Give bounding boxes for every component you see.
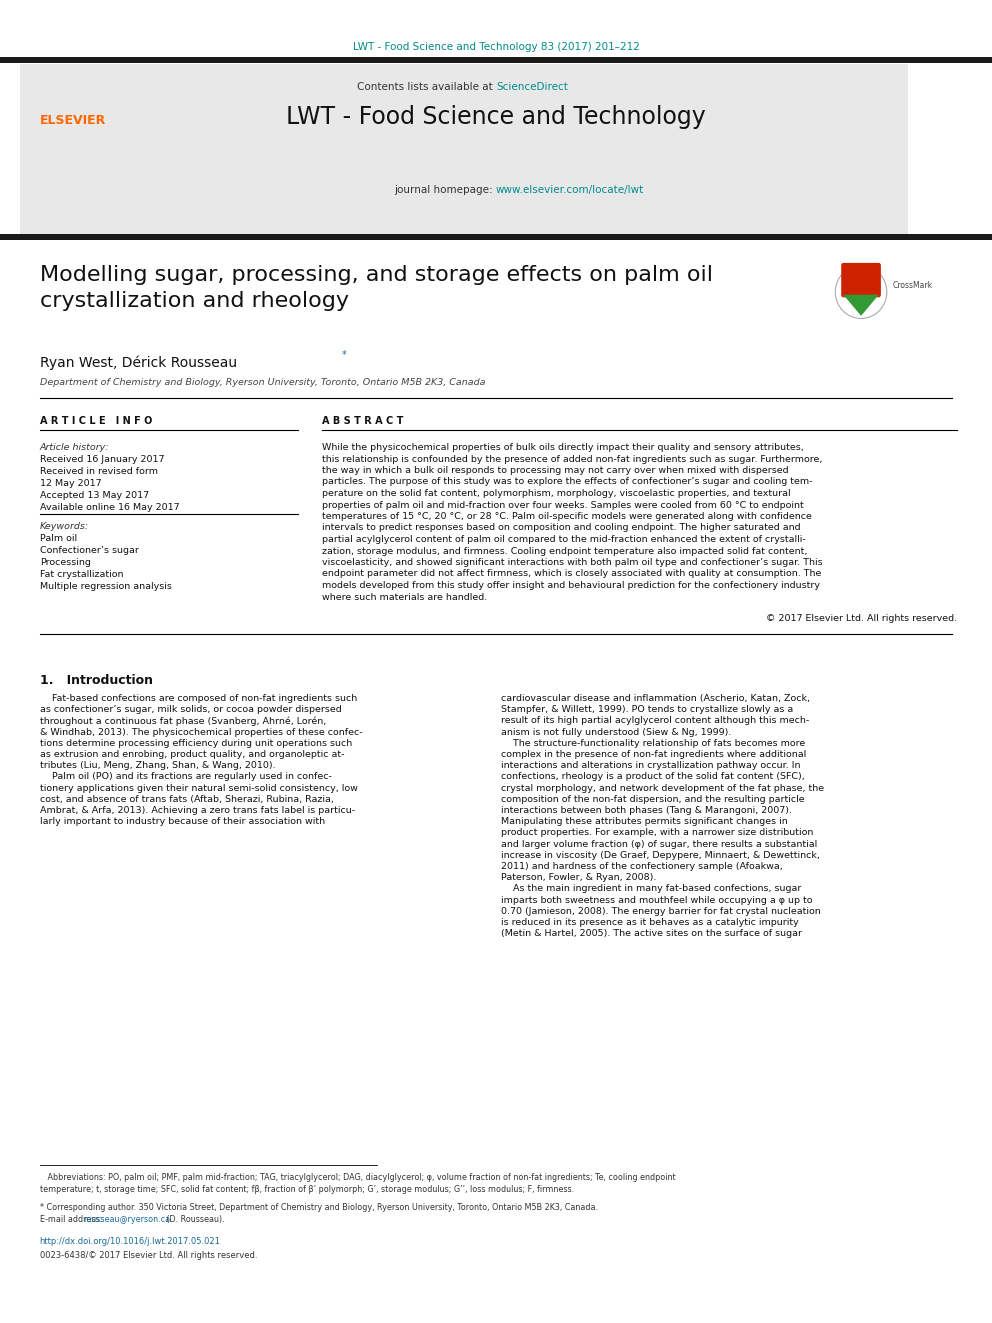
Text: properties of palm oil and mid-fraction over four weeks. Samples were cooled fro: properties of palm oil and mid-fraction … bbox=[322, 500, 805, 509]
Text: Received 16 January 2017: Received 16 January 2017 bbox=[40, 455, 165, 464]
Text: Stampfer, & Willett, 1999). PO tends to crystallize slowly as a: Stampfer, & Willett, 1999). PO tends to … bbox=[501, 705, 794, 714]
Text: interactions between both phases (Tang & Marangoni, 2007).: interactions between both phases (Tang &… bbox=[501, 806, 792, 815]
Text: Ambrat, & Arfa, 2013). Achieving a zero trans fats label is particu-: Ambrat, & Arfa, 2013). Achieving a zero … bbox=[40, 806, 355, 815]
Text: ELSEVIER: ELSEVIER bbox=[40, 114, 106, 127]
Text: © 2017 Elsevier Ltd. All rights reserved.: © 2017 Elsevier Ltd. All rights reserved… bbox=[766, 614, 957, 623]
Text: LWT - Food Science and Technology: LWT - Food Science and Technology bbox=[286, 105, 706, 130]
Text: rousseau@ryerson.ca: rousseau@ryerson.ca bbox=[83, 1215, 171, 1224]
Text: Manipulating these attributes permits significant changes in: Manipulating these attributes permits si… bbox=[501, 818, 788, 826]
Text: tributes (Liu, Meng, Zhang, Shan, & Wang, 2010).: tributes (Liu, Meng, Zhang, Shan, & Wang… bbox=[40, 761, 276, 770]
Text: Available online 16 May 2017: Available online 16 May 2017 bbox=[40, 503, 180, 512]
Text: Processing: Processing bbox=[40, 558, 90, 568]
Text: where such materials are handled.: where such materials are handled. bbox=[322, 593, 488, 602]
Text: models developed from this study offer insight and behavioural prediction for th: models developed from this study offer i… bbox=[322, 581, 820, 590]
Text: As the main ingredient in many fat-based confections, sugar: As the main ingredient in many fat-based… bbox=[501, 884, 802, 893]
Text: While the physicochemical properties of bulk oils directly impact their quality : While the physicochemical properties of … bbox=[322, 443, 805, 452]
Text: particles. The purpose of this study was to explore the effects of confectioner’: particles. The purpose of this study was… bbox=[322, 478, 812, 487]
Text: perature on the solid fat content, polymorphism, morphology, viscoelastic proper: perature on the solid fat content, polym… bbox=[322, 490, 791, 497]
Text: cardiovascular disease and inflammation (Ascherio, Katan, Zock,: cardiovascular disease and inflammation … bbox=[501, 695, 809, 703]
Text: larly important to industry because of their association with: larly important to industry because of t… bbox=[40, 818, 324, 826]
Text: Multiple regression analysis: Multiple regression analysis bbox=[40, 582, 172, 591]
Text: Article history:: Article history: bbox=[40, 443, 109, 452]
Text: is reduced in its presence as it behaves as a catalytic impurity: is reduced in its presence as it behaves… bbox=[501, 918, 799, 927]
Text: confections, rheology is a product of the solid fat content (SFC),: confections, rheology is a product of th… bbox=[501, 773, 805, 782]
Text: complex in the presence of non-fat ingredients where additional: complex in the presence of non-fat ingre… bbox=[501, 750, 806, 759]
Text: 2011) and hardness of the confectionery sample (Afoakwa,: 2011) and hardness of the confectionery … bbox=[501, 863, 783, 871]
Text: temperatures of 15 °C, 20 °C, or 28 °C. Palm oil-specific models were generated : temperatures of 15 °C, 20 °C, or 28 °C. … bbox=[322, 512, 812, 521]
Polygon shape bbox=[843, 295, 879, 316]
Text: Paterson, Fowler, & Ryan, 2008).: Paterson, Fowler, & Ryan, 2008). bbox=[501, 873, 657, 882]
Text: Abbreviations: PO, palm oil; PMF, palm mid-fraction; TAG, triacylglycerol; DAG, : Abbreviations: PO, palm oil; PMF, palm m… bbox=[40, 1174, 676, 1195]
Text: Keywords:: Keywords: bbox=[40, 523, 89, 531]
Text: throughout a continuous fat phase (Svanberg, Ahrné, Lorén,: throughout a continuous fat phase (Svanb… bbox=[40, 716, 326, 726]
Text: imparts both sweetness and mouthfeel while occupying a φ up to: imparts both sweetness and mouthfeel whi… bbox=[501, 896, 812, 905]
Text: ScienceDirect: ScienceDirect bbox=[496, 82, 567, 93]
Text: anism is not fully understood (Siew & Ng, 1999).: anism is not fully understood (Siew & Ng… bbox=[501, 728, 731, 737]
Text: viscoelasticity, and showed significant interactions with both palm oil type and: viscoelasticity, and showed significant … bbox=[322, 558, 823, 568]
Text: CrossMark: CrossMark bbox=[893, 280, 932, 290]
Text: Accepted 13 May 2017: Accepted 13 May 2017 bbox=[40, 491, 149, 500]
Text: A B S T R A C T: A B S T R A C T bbox=[322, 415, 404, 426]
Text: Department of Chemistry and Biology, Ryerson University, Toronto, Ontario M5B 2K: Department of Chemistry and Biology, Rye… bbox=[40, 378, 485, 388]
Text: journal homepage:: journal homepage: bbox=[394, 185, 496, 194]
Text: composition of the non-fat dispersion, and the resulting particle: composition of the non-fat dispersion, a… bbox=[501, 795, 805, 804]
Text: (Metin & Hartel, 2005). The active sites on the surface of sugar: (Metin & Hartel, 2005). The active sites… bbox=[501, 929, 802, 938]
Text: result of its high partial acylglycerol content although this mech-: result of its high partial acylglycerol … bbox=[501, 716, 809, 725]
Text: Palm oil: Palm oil bbox=[40, 534, 76, 542]
Text: http://dx.doi.org/10.1016/j.lwt.2017.05.021: http://dx.doi.org/10.1016/j.lwt.2017.05.… bbox=[40, 1237, 220, 1246]
Text: LWT - Food Science and Technology 83 (2017) 201–212: LWT - Food Science and Technology 83 (20… bbox=[352, 42, 640, 52]
Text: 12 May 2017: 12 May 2017 bbox=[40, 479, 101, 488]
Text: Palm oil (PO) and its fractions are regularly used in confec-: Palm oil (PO) and its fractions are regu… bbox=[40, 773, 331, 782]
Text: 0023-6438/© 2017 Elsevier Ltd. All rights reserved.: 0023-6438/© 2017 Elsevier Ltd. All right… bbox=[40, 1252, 257, 1259]
Text: E-mail address:: E-mail address: bbox=[40, 1215, 104, 1224]
Text: Fat crystallization: Fat crystallization bbox=[40, 570, 123, 579]
Text: A R T I C L E   I N F O: A R T I C L E I N F O bbox=[40, 415, 152, 426]
Text: zation, storage modulus, and firmness. Cooling endpoint temperature also impacte: zation, storage modulus, and firmness. C… bbox=[322, 546, 807, 556]
Text: Contents lists available at: Contents lists available at bbox=[357, 82, 496, 93]
Text: *: * bbox=[342, 351, 347, 360]
Text: product properties. For example, with a narrower size distribution: product properties. For example, with a … bbox=[501, 828, 813, 837]
Text: as confectioner’s sugar, milk solids, or cocoa powder dispersed: as confectioner’s sugar, milk solids, or… bbox=[40, 705, 341, 714]
Text: * Corresponding author. 350 Victoria Street, Department of Chemistry and Biology: * Corresponding author. 350 Victoria Str… bbox=[40, 1203, 597, 1212]
Text: cost, and absence of trans fats (Aftab, Sherazi, Rubina, Razia,: cost, and absence of trans fats (Aftab, … bbox=[40, 795, 333, 804]
Text: (D. Rousseau).: (D. Rousseau). bbox=[164, 1215, 224, 1224]
Bar bbox=[20, 64, 908, 235]
Text: www.elsevier.com/locate/lwt: www.elsevier.com/locate/lwt bbox=[496, 185, 644, 194]
Text: tions determine processing efficiency during unit operations such: tions determine processing efficiency du… bbox=[40, 738, 352, 747]
FancyBboxPatch shape bbox=[841, 263, 881, 298]
Text: & Windhab, 2013). The physicochemical properties of these confec-: & Windhab, 2013). The physicochemical pr… bbox=[40, 728, 362, 737]
Text: 1.   Introduction: 1. Introduction bbox=[40, 673, 153, 687]
Text: tionery applications given their natural semi-solid consistency, low: tionery applications given their natural… bbox=[40, 783, 357, 792]
Text: endpoint parameter did not affect firmness, which is closely associated with qua: endpoint parameter did not affect firmne… bbox=[322, 569, 821, 578]
Text: intervals to predict responses based on composition and cooling endpoint. The hi: intervals to predict responses based on … bbox=[322, 524, 801, 532]
Text: partial acylglycerol content of palm oil compared to the mid-fraction enhanced t: partial acylglycerol content of palm oil… bbox=[322, 534, 806, 544]
Bar bbox=[0, 234, 992, 239]
Text: Received in revised form: Received in revised form bbox=[40, 467, 158, 476]
Text: Confectioner’s sugar: Confectioner’s sugar bbox=[40, 546, 139, 556]
Text: 0.70 (Jamieson, 2008). The energy barrier for fat crystal nucleation: 0.70 (Jamieson, 2008). The energy barrie… bbox=[501, 906, 820, 916]
Text: crystal morphology, and network development of the fat phase, the: crystal morphology, and network developm… bbox=[501, 783, 824, 792]
Text: Modelling sugar, processing, and storage effects on palm oil
crystallization and: Modelling sugar, processing, and storage… bbox=[40, 265, 712, 311]
Text: the way in which a bulk oil responds to processing may not carry over when mixed: the way in which a bulk oil responds to … bbox=[322, 466, 789, 475]
Text: Fat-based confections are composed of non-fat ingredients such: Fat-based confections are composed of no… bbox=[40, 695, 357, 703]
Text: and larger volume fraction (φ) of sugar, there results a substantial: and larger volume fraction (φ) of sugar,… bbox=[501, 840, 817, 848]
Text: increase in viscosity (De Graef, Depypere, Minnaert, & Dewettinck,: increase in viscosity (De Graef, Depyper… bbox=[501, 851, 819, 860]
Text: Ryan West, Dérick Rousseau: Ryan West, Dérick Rousseau bbox=[40, 355, 237, 369]
Text: The structure-functionality relationship of fats becomes more: The structure-functionality relationship… bbox=[501, 738, 806, 747]
Text: as extrusion and enrobing, product quality, and organoleptic at-: as extrusion and enrobing, product quali… bbox=[40, 750, 344, 759]
Text: this relationship is confounded by the presence of added non-fat ingredients suc: this relationship is confounded by the p… bbox=[322, 455, 822, 463]
Text: interactions and alterations in crystallization pathway occur. In: interactions and alterations in crystall… bbox=[501, 761, 801, 770]
Bar bbox=[0, 57, 992, 64]
